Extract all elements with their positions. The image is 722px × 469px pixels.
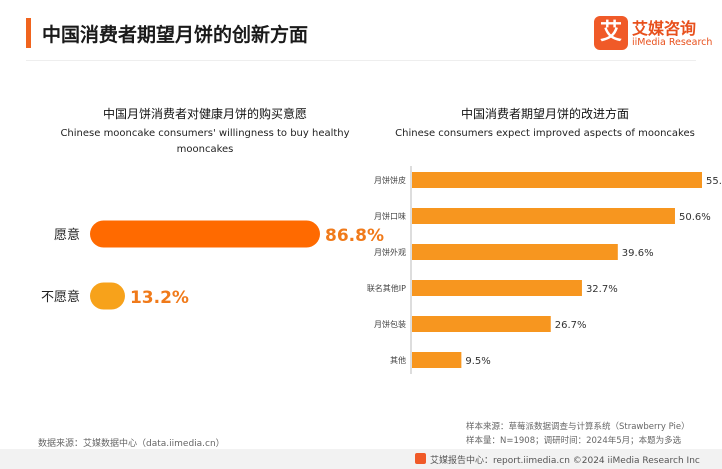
sample-size: 样本量：N=1908；调研时间：2024年5月；本题为多选 — [466, 436, 682, 446]
right-category-label: 月饼外观 — [374, 247, 406, 257]
right-value-label: 55.8% — [706, 176, 722, 187]
logo-en-text: iiMedia Research — [632, 37, 713, 48]
left-chart-title: 中国月饼消费者对健康月饼的购买意愿 — [102, 107, 307, 121]
right-bar — [412, 172, 702, 188]
logo-mark-icon: 艾 — [594, 16, 628, 50]
footer-logo-icon — [415, 453, 426, 464]
header-divider — [26, 60, 696, 61]
logo-cn-text: 艾媒咨询 — [632, 19, 697, 38]
left-category-label: 不愿意 — [41, 289, 80, 305]
data-source: 数据来源：艾媒数据中心（data.iimedia.cn） — [38, 439, 225, 449]
right-bar — [412, 316, 551, 332]
header: 中国消费者期望月饼的创新方面 艾 艾媒咨询 iiMedia Research — [0, 0, 722, 62]
right-value-label: 26.7% — [555, 320, 587, 331]
left-bar — [90, 282, 125, 310]
page-title: 中国消费者期望月饼的创新方面 — [42, 24, 309, 46]
footer-text: 艾媒报告中心：report.iimedia.cn ©2024 iiMedia R… — [430, 456, 700, 466]
right-category-label: 月饼饼皮 — [374, 175, 406, 185]
left-value-label: 13.2% — [130, 288, 189, 308]
sample-source: 样本来源：草莓派数据调查与计算系统（Strawberry Pie） — [466, 422, 690, 432]
left-chart-subtitle-line2: mooncakes — [176, 144, 234, 155]
right-category-label: 月饼口味 — [374, 211, 406, 221]
title-accent-bar — [26, 18, 31, 48]
right-value-label: 50.6% — [679, 212, 711, 223]
right-bar — [412, 352, 462, 368]
right-category-label: 联名其他IP — [367, 283, 406, 293]
right-value-label: 32.7% — [586, 284, 618, 295]
right-category-label: 月饼包装 — [374, 319, 406, 329]
right-value-label: 39.6% — [622, 248, 654, 259]
left-bar — [90, 220, 320, 248]
right-bar — [412, 244, 618, 260]
footer: 艾媒报告中心：report.iimedia.cn ©2024 iiMedia R… — [0, 449, 722, 469]
left-value-label: 86.8% — [325, 226, 384, 246]
left-chart-subtitle-line1: Chinese mooncake consumers' willingness … — [60, 128, 350, 139]
right-value-label: 9.5% — [465, 356, 490, 367]
left-category-label: 愿意 — [54, 227, 80, 243]
right-bar — [412, 208, 675, 224]
right-chart-title: 中国消费者期望月饼的改进方面 — [460, 107, 629, 121]
right-chart-subtitle: Chinese consumers expect improved aspect… — [395, 128, 695, 139]
iimedia-logo: 艾 艾媒咨询 iiMedia Research — [594, 14, 714, 54]
right-bar — [412, 280, 582, 296]
right-category-label: 其他 — [390, 355, 406, 365]
